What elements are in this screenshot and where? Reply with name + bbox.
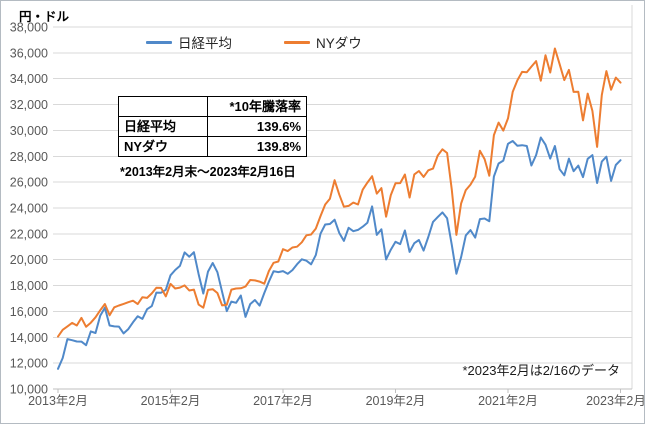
y-tick-label: 18,000 [10,279,48,293]
y-tick-label: 16,000 [10,305,48,319]
stats-row-label: NYダウ [118,136,208,157]
y-tick-label: 30,000 [10,124,48,138]
y-tick-label: 32,000 [10,98,48,112]
y-tick-label: 14,000 [10,331,48,345]
stats-table: *10年騰落率 日経平均 139.6% NYダウ 139.8% [118,96,307,157]
stats-row-label: 日経平均 [118,116,208,137]
y-tick-label: 28,000 [10,150,48,164]
stats-table-corner-cell [118,96,208,117]
y-tick-label: 22,000 [10,227,48,241]
legend-item-nydow: NYダウ [284,34,362,51]
series-line-nikkei [57,136,622,370]
x-tick-label: 2013年2月 [28,394,88,408]
stats-table-col-header: *10年騰落率 [207,96,307,117]
data-date-note: *2023年2月は2/16のデータ [462,363,620,378]
y-tick-label: 26,000 [10,176,48,190]
x-tick-label: 2023年2月 [586,394,645,408]
stats-table-row-nydow: NYダウ 139.8% [118,136,307,157]
nydow-line-swatch [284,40,310,44]
x-tick-label: 2019年2月 [366,394,426,408]
y-tick-label: 10,000 [10,383,48,397]
x-tick-label: 2015年2月 [141,394,201,408]
y-tick-label: 38,000 [10,21,48,35]
stats-table-header-row: *10年騰落率 [118,96,307,117]
y-tick-label: 34,000 [10,72,48,86]
series-line-nydow [57,47,622,338]
stats-table-footnote: *2013年2月末～2023年2月16日 [120,165,296,179]
y-tick-label: 20,000 [10,253,48,267]
y-axis-unit-label: 円・ドル [19,10,70,24]
stats-table-row-nikkei: 日経平均 139.6% [118,116,307,137]
legend-label-nikkei: 日経平均 [178,36,232,51]
nikkei-line-swatch [146,40,172,44]
stats-row-value: 139.8% [207,136,307,157]
legend-label-nydow: NYダウ [316,36,362,51]
legend-item-nikkei: 日経平均 [146,34,232,51]
x-tick-label: 2021年2月 [478,394,538,408]
y-tick-label: 24,000 [10,202,48,216]
x-tick-label: 2017年2月 [253,394,313,408]
y-tick-label: 36,000 [10,46,48,60]
stats-row-value: 139.6% [207,116,307,137]
y-tick-label: 12,000 [10,357,48,371]
